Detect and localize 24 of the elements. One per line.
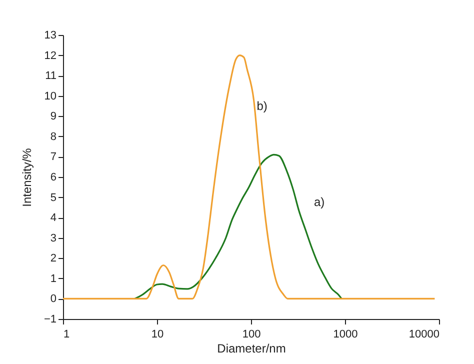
y-tick-label: 10 [44,90,56,102]
x-axis-title: Diameter/nm [217,342,286,356]
y-tick-label: 5 [50,192,56,204]
x-tick-label: 100 [242,328,261,340]
y-tick-label: 4 [50,212,56,224]
x-tick-label: 10 [151,328,164,340]
y-tick-label: 6 [50,172,56,184]
y-tick-label: 1 [50,272,56,285]
y-tick-label: 2 [50,252,56,265]
y-axis-title: Intensity/% [20,148,34,207]
y-tick-label: 13 [44,30,56,42]
y-tick-label: 8 [50,130,56,143]
x-tick-label: 1000 [333,328,358,340]
y-tick-label: 12 [44,50,56,62]
y-tick-label: 7 [50,151,56,164]
x-tick-label: 10000 [408,328,440,340]
annotation: b) [256,99,268,113]
y-tick-label: −1 [44,314,56,326]
x-tick-label: 1 [64,328,70,340]
annotation: a) [314,195,325,209]
y-tick-label: 0 [50,293,56,306]
y-tick-label: 3 [50,232,56,244]
y-tick-label: 11 [45,70,56,82]
y-tick-label: 9 [50,110,56,123]
